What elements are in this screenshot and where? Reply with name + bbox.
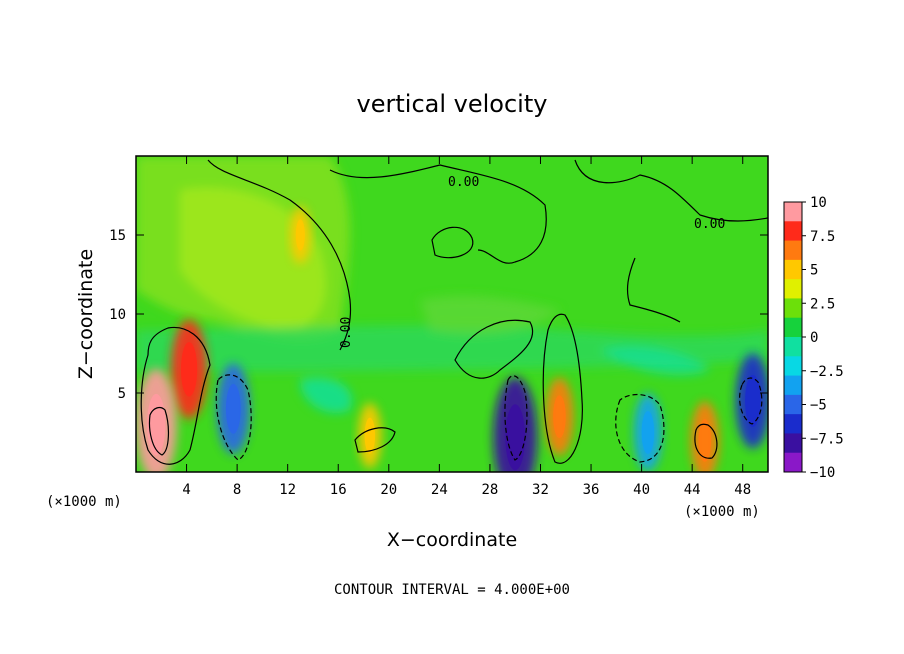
velocity-cell-core: [553, 395, 566, 439]
x-axis-label: X−coordinate: [387, 529, 517, 551]
contour-orange-right: [694, 423, 718, 459]
plot-area: 0.00 0.00 0.00 4 8 12 16 20 24 28 32 36 40 44 48 51…: [109, 155, 769, 498]
colorbar-swatch: [784, 337, 802, 357]
contour-interval-note: CONTOUR INTERVAL = 4.000E+00: [334, 582, 570, 598]
contour-far-right: [574, 159, 768, 222]
colorbar-label: 2.5: [810, 296, 835, 312]
y-axis-label: Z−coordinate: [75, 249, 97, 379]
x-tick-label: 36: [583, 482, 600, 498]
velocity-cell-core: [225, 383, 241, 434]
zero-contours: [140, 159, 768, 465]
colorbar-label: −7.5: [810, 431, 844, 447]
contour-blue-right: [739, 377, 763, 425]
feature-cells: [136, 206, 768, 472]
contour-left-inner: [148, 406, 169, 456]
velocity-field: 0.00 0.00 0.00: [136, 156, 768, 472]
colorbar-swatch: [784, 394, 802, 415]
x-tick-label: 24: [431, 482, 448, 498]
contour-label-3: 0.00: [339, 317, 354, 348]
colorbar-swatch: [784, 375, 802, 396]
velocity-cell-core: [698, 418, 712, 462]
contour-upper-large: [207, 159, 352, 351]
colorbar-swatch: [784, 221, 802, 242]
colorbar: 10 7.5 5 2.5 0 −2.5 −5 −7.5 −10: [783, 195, 844, 481]
contour-left-column: [140, 326, 211, 465]
colorbar-swatch: [784, 259, 802, 280]
velocity-cell-core: [364, 417, 376, 454]
upper-plume-region: [180, 187, 326, 330]
colorbar-swatch: [784, 202, 802, 222]
x-tick-label: 16: [330, 482, 347, 498]
velocity-cell-core: [745, 374, 761, 427]
x-tick-label: 48: [734, 482, 751, 498]
y-tick-label: 10: [109, 307, 126, 323]
colorbar-swatch: [784, 433, 802, 454]
y-tick-label: 15: [109, 228, 126, 244]
x-tick-label: 4: [182, 482, 190, 498]
colorbar-label: 5: [810, 263, 818, 279]
cyan-patch-2: [600, 346, 710, 376]
contour-right-vertical: [626, 257, 681, 323]
x-tick-label: 32: [532, 482, 549, 498]
colorbar-label: 7.5: [810, 229, 835, 245]
colorbar-swatch: [784, 414, 802, 434]
colorbar-swatch: [784, 317, 802, 338]
right-mid-region: [420, 295, 560, 334]
colorbar-label: 0: [810, 330, 818, 346]
colorbar-label: −5: [810, 398, 827, 414]
colorbar-label: −10: [810, 465, 835, 481]
colorbar-swatch: [784, 452, 802, 473]
contour-blue-3: [615, 394, 665, 463]
velocity-cell-core: [295, 219, 305, 251]
chart-title: vertical velocity: [357, 90, 548, 118]
contour-label-2: 0.00: [694, 217, 725, 232]
y-tick-label: 5: [118, 386, 126, 402]
x-tick-label: 8: [233, 482, 241, 498]
cyan-patch-1: [300, 377, 352, 414]
colorbar-label: 10: [810, 195, 827, 211]
x-unit-left: (×1000 m): [46, 494, 122, 510]
colorbar-swatch: [784, 279, 802, 299]
velocity-cell-core: [180, 342, 198, 397]
x-tick-label: 44: [684, 482, 701, 498]
y-axis-ticks: 5 10 15: [109, 228, 768, 402]
x-tick-label: 40: [633, 482, 650, 498]
contour-upper-right: [329, 164, 547, 264]
x-tick-label: 28: [481, 482, 498, 498]
contour-blue-2: [504, 375, 528, 461]
x-axis-ticks: 4 8 12 16 20 24 28 32 36 40 44 48: [182, 156, 751, 498]
colorbar-swatch: [784, 240, 802, 261]
colorbar-swatch: [784, 298, 802, 319]
contour-island-1: [431, 226, 474, 259]
contour-blue-1: [215, 374, 252, 461]
colorbar-swatch: [784, 356, 802, 377]
contour-mid-plume: [454, 319, 534, 379]
velocity-cell-core: [641, 411, 655, 454]
contour-orange-column: [542, 313, 583, 464]
contour-label-1: 0.00: [448, 175, 479, 190]
contour-yellow-1: [354, 427, 396, 453]
x-tick-label: 12: [279, 482, 296, 498]
mid-negative-band: [136, 325, 768, 372]
colorbar-label: −2.5: [810, 364, 844, 380]
x-tick-label: 20: [380, 482, 397, 498]
x-unit-right: (×1000 m): [684, 504, 760, 520]
